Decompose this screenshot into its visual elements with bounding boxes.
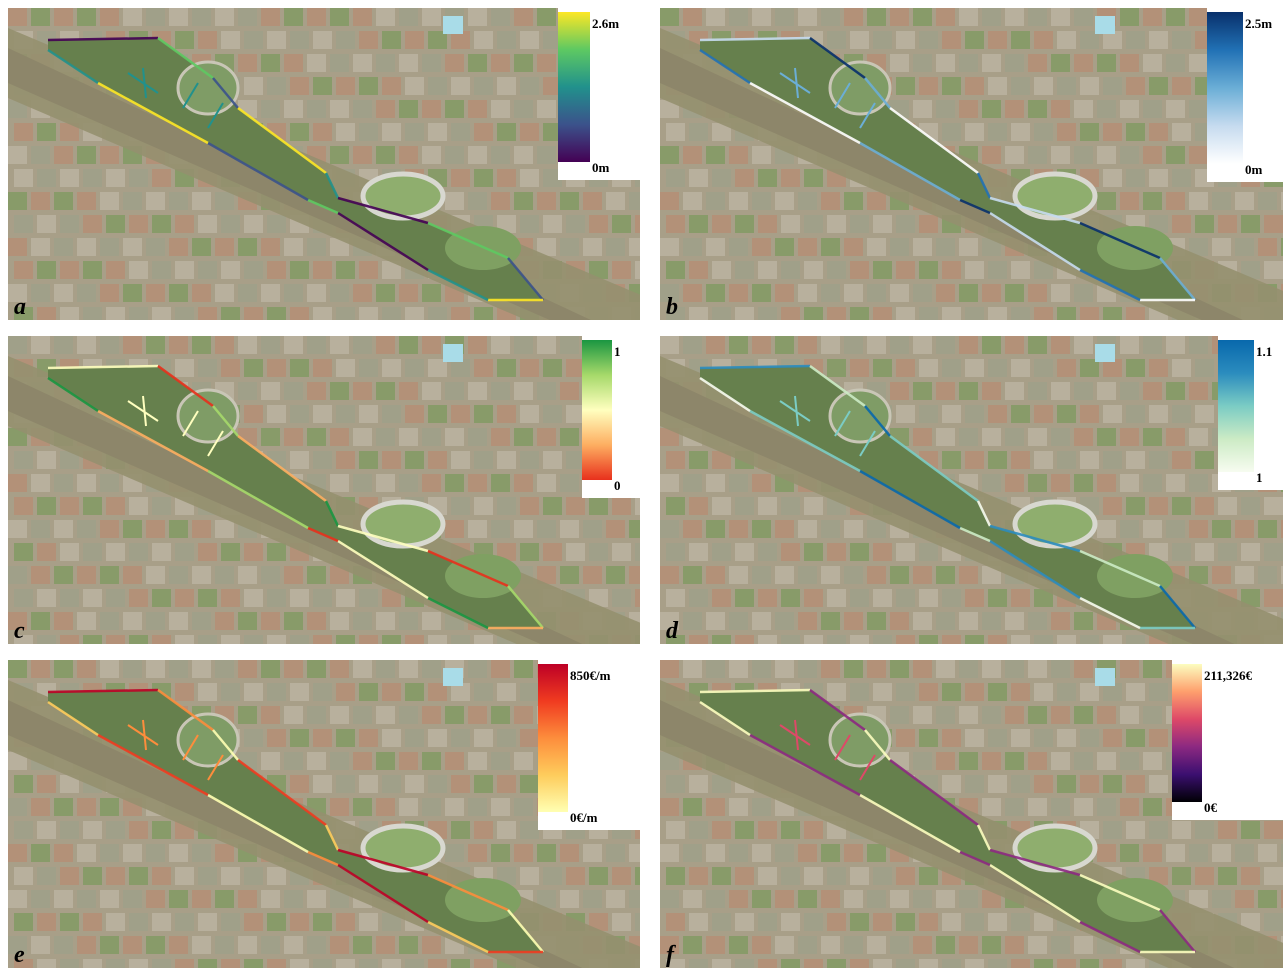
panel-label: c (14, 618, 25, 644)
colorbar: 2.6m 0m (558, 8, 640, 180)
colorbar-ramp (558, 12, 590, 162)
colorbar-min-label: 0€ (1204, 800, 1218, 815)
colorbar-ramp (1172, 664, 1202, 802)
colorbar-ramp (1218, 340, 1254, 472)
colorbar-min-label: 0m (1245, 162, 1263, 177)
figure: 2.6m0ma2.5m0mb10c1.11d850€/m0€/me211,326… (0, 0, 1285, 968)
aerial-image (660, 336, 1285, 666)
map-panel: 2.5m 0m b (660, 8, 1285, 338)
panel-label: b (666, 294, 678, 320)
colorbar-max-label: 1.1 (1256, 344, 1272, 359)
panel-label: e (14, 942, 25, 968)
panel-label: d (666, 618, 679, 644)
colorbar-max-label: 211,326€ (1204, 668, 1253, 683)
colorbar-min-label: 1 (1256, 470, 1263, 485)
map-panel: 2.6m 0m a (8, 8, 654, 338)
colorbar: 850€/m 0€/m (538, 660, 640, 830)
colorbar-min-label: 0€/m (570, 810, 598, 825)
colorbar-ramp (1207, 12, 1243, 164)
map-panel: 850€/m 0€/m e (8, 660, 654, 968)
aerial-image (8, 336, 654, 666)
aerial-image (8, 8, 654, 338)
map-panel: 211,326€0€f (660, 660, 1285, 968)
colorbar-ramp (538, 664, 568, 812)
colorbar: 1.11 (1218, 336, 1283, 490)
colorbar-min-label: 0 (614, 478, 621, 493)
panel-label: a (14, 294, 26, 320)
colorbar-max-label: 2.6m (592, 16, 619, 31)
colorbar: 211,326€ 0€ (1172, 660, 1283, 820)
aerial-image (660, 8, 1285, 338)
colorbar-max-label: 1 (614, 344, 621, 359)
colorbar-max-label: 2.5m (1245, 16, 1272, 31)
colorbar: 10 (582, 336, 640, 498)
colorbar-max-label: 850€/m (570, 668, 611, 683)
colorbar-min-label: 0m (592, 160, 610, 175)
map-panel: 10c (8, 336, 654, 666)
colorbar-ramp (582, 340, 612, 480)
map-panel: 1.11d (660, 336, 1285, 666)
colorbar: 2.5m 0m (1207, 8, 1283, 182)
